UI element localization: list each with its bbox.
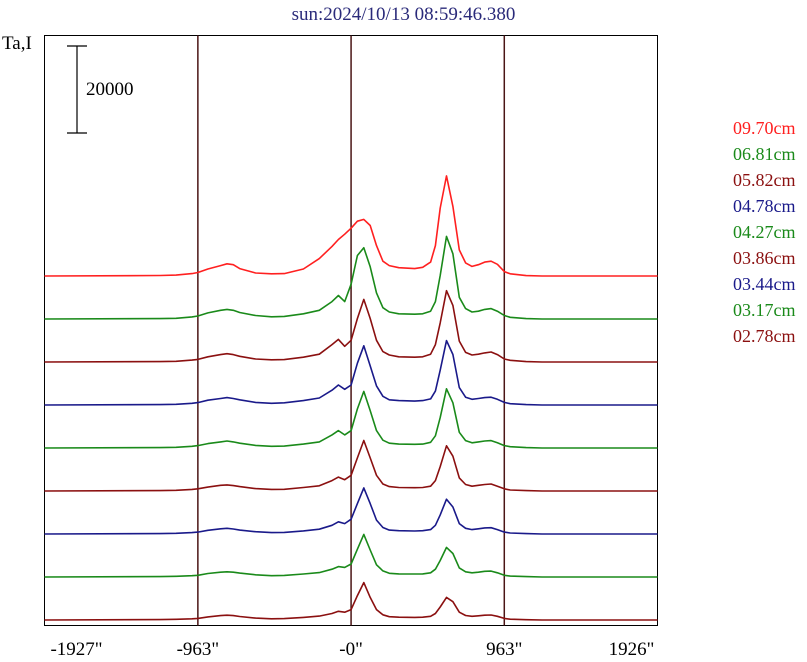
legend-entry: 03.17cm — [733, 300, 796, 320]
legend-entry: 02.78cm — [733, 326, 796, 346]
scale-bar-label: 20000 — [86, 79, 134, 100]
legend-entry: 03.86cm — [733, 248, 796, 268]
legend-entry: 04.78cm — [733, 196, 796, 216]
series-line-04.78cm — [44, 339, 658, 406]
chart-title: sun:2024/10/13 08:59:46.380 — [291, 4, 516, 25]
series-line-09.70cm — [44, 175, 658, 277]
scale-bar — [67, 45, 87, 134]
y-axis-label: Ta,I — [2, 33, 32, 54]
series-line-03.86cm — [44, 439, 658, 492]
series-line-06.81cm — [44, 235, 658, 320]
legend-entry: 03.44cm — [733, 274, 796, 294]
series-line-03.44cm — [44, 487, 658, 535]
series-line-04.27cm — [44, 387, 658, 449]
series-line-03.17cm — [44, 533, 658, 578]
legend-entry: 06.81cm — [733, 144, 796, 164]
x-tick-label: 1926" — [608, 639, 655, 660]
x-tick-label: -963" — [176, 639, 220, 660]
legend-entry: 09.70cm — [733, 118, 796, 138]
x-tick-label: -1927" — [50, 639, 103, 660]
x-tick-label: 963" — [486, 639, 523, 660]
series-line-05.82cm — [44, 289, 658, 363]
x-tick-label: -0" — [339, 639, 363, 660]
legend-entry: 05.82cm — [733, 170, 796, 190]
series-line-02.78cm — [44, 581, 658, 621]
legend-entry: 04.27cm — [733, 222, 796, 242]
